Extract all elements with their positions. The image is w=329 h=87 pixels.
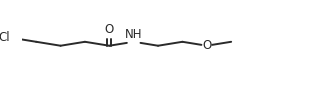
Text: Cl: Cl: [0, 31, 10, 44]
Text: O: O: [202, 39, 212, 52]
Text: O: O: [105, 23, 114, 36]
Text: NH: NH: [125, 28, 142, 41]
